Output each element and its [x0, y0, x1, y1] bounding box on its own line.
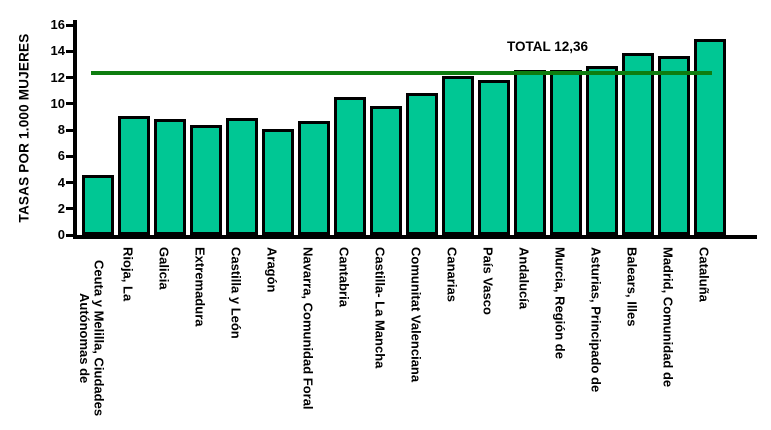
y-tick-label: 14: [50, 43, 65, 59]
bar: [262, 129, 294, 235]
y-tick-label: 16: [50, 17, 65, 32]
bar: [550, 70, 582, 235]
y-tick-mark: [66, 128, 73, 132]
total-reference-label: TOTAL 12,36: [507, 39, 589, 54]
y-tick-mark: [66, 233, 73, 237]
bar: [622, 53, 654, 235]
category-label: Asturias, Principado de: [588, 247, 604, 393]
y-tick-mark: [66, 207, 73, 211]
category-label: Extremadura: [192, 247, 208, 327]
bar: [478, 80, 510, 235]
category-label: Canarias: [444, 247, 460, 302]
bar: [334, 97, 366, 235]
category-label: Cantabria: [336, 247, 352, 307]
category-label: Balears, Illes: [624, 247, 640, 327]
category-label: Castilla y León: [228, 247, 244, 339]
category-label: Rioja, La: [120, 247, 136, 302]
category-label: Castilla- La Mancha: [372, 247, 388, 369]
category-label: Aragón: [264, 247, 280, 293]
y-tick-label: 4: [57, 174, 65, 190]
category-label: Navarra, Comunidad Foral: [300, 247, 316, 410]
y-tick-mark: [66, 76, 73, 79]
bar: [298, 121, 330, 235]
category-label: Andalucía: [516, 247, 532, 310]
y-tick-mark: [66, 49, 73, 53]
category-label: País Vasco: [480, 247, 496, 315]
bar: [118, 116, 150, 235]
category-label: Galicia: [156, 247, 172, 290]
category-label: Murcia, Región de: [552, 247, 568, 359]
y-tick-label: 12: [50, 69, 65, 85]
total-reference-line: [91, 71, 712, 75]
bar: [82, 175, 114, 235]
bar: [442, 76, 474, 235]
y-tick-label: 0: [57, 227, 65, 242]
bar: [226, 118, 258, 235]
bar: [694, 39, 726, 235]
category-label: Cataluña: [696, 247, 712, 302]
bar: [586, 66, 618, 235]
y-tick-mark: [66, 23, 73, 27]
category-label: Ceuta y Melilla, Ciudades Autónomas de: [77, 260, 107, 417]
bar: [514, 70, 546, 235]
y-tick-label: 6: [57, 148, 65, 164]
y-tick-label: 10: [50, 95, 65, 111]
bar: [658, 56, 690, 235]
bar: [370, 106, 402, 235]
y-axis-line: [73, 20, 77, 239]
y-tick-mark: [66, 154, 73, 158]
y-tick-label: 8: [57, 122, 65, 137]
category-label: Comunitat Valenciana: [408, 247, 424, 383]
y-tick-mark: [66, 181, 73, 184]
category-label: Madrid, Comunidad de: [660, 247, 676, 388]
x-axis-labels: Ceuta y Melilla, Ciudades Autónomas de Ri…: [77, 247, 755, 430]
x-axis-line: [73, 235, 757, 239]
plot-area: TOTAL 12,36: [77, 25, 755, 235]
y-tick-label: 2: [57, 200, 65, 216]
y-tick-mark: [66, 102, 73, 106]
bar: [154, 119, 186, 235]
bar: [190, 125, 222, 235]
bar: [406, 93, 438, 235]
